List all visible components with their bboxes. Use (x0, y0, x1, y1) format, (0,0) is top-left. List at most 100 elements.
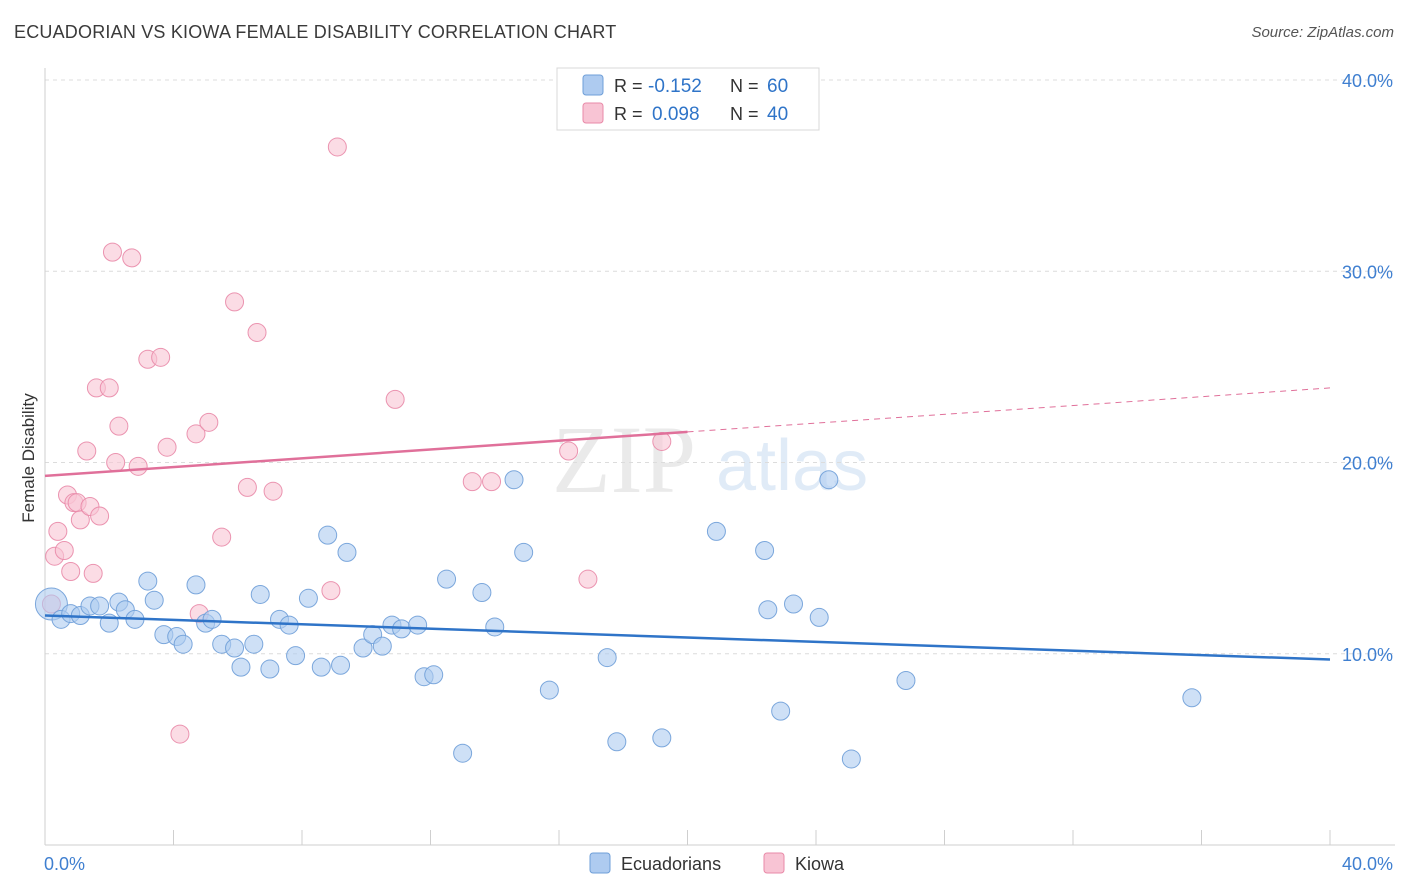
point-ecuadorians[interactable] (437, 569, 457, 589)
legend-n-value: 40 (767, 104, 788, 125)
point-kiowa[interactable] (186, 424, 206, 444)
point-kiowa[interactable] (321, 581, 341, 601)
point-kiowa[interactable] (578, 569, 598, 589)
x-tick-label: 0.0% (44, 854, 85, 874)
point-ecuadorians[interactable] (408, 615, 428, 635)
tick-labels: 10.0% 20.0% 30.0% 40.0% 0.0% 40.0% (44, 71, 1393, 874)
grid-lines (45, 79, 1395, 655)
point-kiowa[interactable] (151, 347, 171, 367)
point-kiowa[interactable] (99, 378, 119, 398)
point-ecuadorians[interactable] (453, 743, 473, 763)
legend-bottom-swatch-ecuadorians[interactable] (589, 852, 611, 874)
watermark-atlas: atlas (716, 426, 868, 506)
point-ecuadorians[interactable] (652, 728, 672, 748)
point-kiowa[interactable] (48, 521, 68, 541)
point-ecuadorians[interactable] (225, 638, 245, 658)
point-kiowa[interactable] (83, 563, 103, 583)
legend-r-value: 0.098 (652, 104, 700, 125)
point-kiowa[interactable] (199, 412, 219, 432)
point-kiowa[interactable] (462, 472, 482, 492)
point-kiowa[interactable] (247, 322, 267, 342)
point-ecuadorians[interactable] (841, 749, 861, 769)
y-tick-label: 30.0% (1342, 262, 1393, 282)
point-ecuadorians[interactable] (250, 584, 270, 604)
point-kiowa[interactable] (263, 481, 283, 501)
point-ecuadorians[interactable] (472, 583, 492, 603)
point-kiowa[interactable] (327, 137, 347, 157)
point-kiowa[interactable] (482, 472, 502, 492)
source-label: Source: ZipAtlas.com (1251, 24, 1394, 41)
point-kiowa[interactable] (122, 248, 142, 268)
point-ecuadorians[interactable] (485, 617, 505, 637)
point-kiowa[interactable] (102, 242, 122, 262)
point-ecuadorians[interactable] (372, 636, 392, 656)
point-ecuadorians[interactable] (809, 607, 829, 627)
point-kiowa[interactable] (559, 441, 579, 461)
point-kiowa[interactable] (54, 540, 74, 560)
point-ecuadorians[interactable] (896, 671, 916, 691)
point-ecuadorians[interactable] (771, 701, 791, 721)
point-kiowa[interactable] (109, 416, 129, 436)
point-ecuadorians[interactable] (202, 609, 222, 629)
point-ecuadorians[interactable] (90, 596, 110, 616)
point-kiowa[interactable] (157, 437, 177, 457)
point-kiowa[interactable] (70, 510, 90, 530)
point-ecuadorians[interactable] (424, 665, 444, 685)
legend-bottom-swatch-kiowa[interactable] (763, 852, 785, 874)
legend-top: R = -0.152 N = 60 R = 0.098 N = 40 (556, 67, 820, 131)
trend-line-kiowa (44, 430, 688, 478)
point-ecuadorians[interactable] (758, 600, 778, 620)
point-ecuadorians[interactable] (539, 680, 559, 700)
point-ecuadorians[interactable] (597, 648, 617, 668)
point-ecuadorians[interactable] (784, 594, 804, 614)
point-ecuadorians[interactable] (244, 634, 264, 654)
point-ecuadorians[interactable] (353, 638, 373, 658)
point-ecuadorians[interactable] (286, 646, 306, 666)
point-kiowa[interactable] (225, 292, 245, 312)
point-kiowa[interactable] (170, 724, 190, 744)
point-ecuadorians[interactable] (514, 542, 534, 562)
point-ecuadorians[interactable] (331, 655, 351, 675)
y-tick-label: 20.0% (1342, 454, 1393, 474)
legend-bottom-label-ecuadorians[interactable]: Ecuadorians (621, 854, 721, 874)
point-ecuadorians[interactable] (311, 657, 331, 677)
legend-bottom: Ecuadorians Kiowa (589, 852, 845, 874)
point-ecuadorians[interactable] (1182, 688, 1202, 708)
point-ecuadorians[interactable] (706, 521, 726, 541)
trend-line-ecuadorians (44, 614, 1331, 661)
point-ecuadorians[interactable] (819, 470, 839, 490)
x-tick-label: 40.0% (1342, 854, 1393, 874)
point-kiowa[interactable] (90, 506, 110, 526)
chart-title: ECUADORIAN VS KIOWA FEMALE DISABILITY CO… (14, 22, 617, 42)
point-kiowa[interactable] (237, 477, 257, 497)
point-kiowa[interactable] (61, 562, 81, 582)
point-ecuadorians[interactable] (755, 540, 775, 560)
point-ecuadorians[interactable] (186, 575, 206, 595)
point-kiowa[interactable] (77, 441, 97, 461)
point-kiowa[interactable] (106, 453, 126, 472)
legend-n-value: 60 (767, 76, 788, 97)
point-ecuadorians[interactable] (298, 588, 318, 608)
point-ecuadorians[interactable] (260, 659, 280, 679)
point-ecuadorians[interactable] (337, 542, 357, 562)
legend-bottom-label-kiowa[interactable]: Kiowa (795, 854, 845, 874)
point-ecuadorians[interactable] (231, 657, 251, 677)
point-kiowa[interactable] (385, 389, 405, 409)
legend-r-value: -0.152 (648, 76, 702, 97)
point-ecuadorians[interactable] (607, 732, 627, 752)
legend-swatch-kiowa (582, 102, 604, 124)
point-ecuadorians[interactable] (138, 571, 158, 591)
point-ecuadorians[interactable] (318, 525, 338, 545)
point-ecuadorians[interactable] (504, 470, 524, 490)
point-kiowa[interactable] (212, 527, 232, 547)
watermark-zip: ZIP (552, 406, 696, 513)
point-kiowa[interactable] (128, 456, 148, 476)
legend-r-label: R = (614, 104, 643, 124)
axes (44, 68, 1395, 846)
y-axis-label: Female Disability (19, 393, 38, 523)
point-ecuadorians[interactable] (173, 634, 193, 654)
legend-n-label: N = (730, 76, 759, 96)
point-ecuadorians[interactable] (144, 590, 164, 610)
scatter-points[interactable] (34, 137, 1202, 769)
